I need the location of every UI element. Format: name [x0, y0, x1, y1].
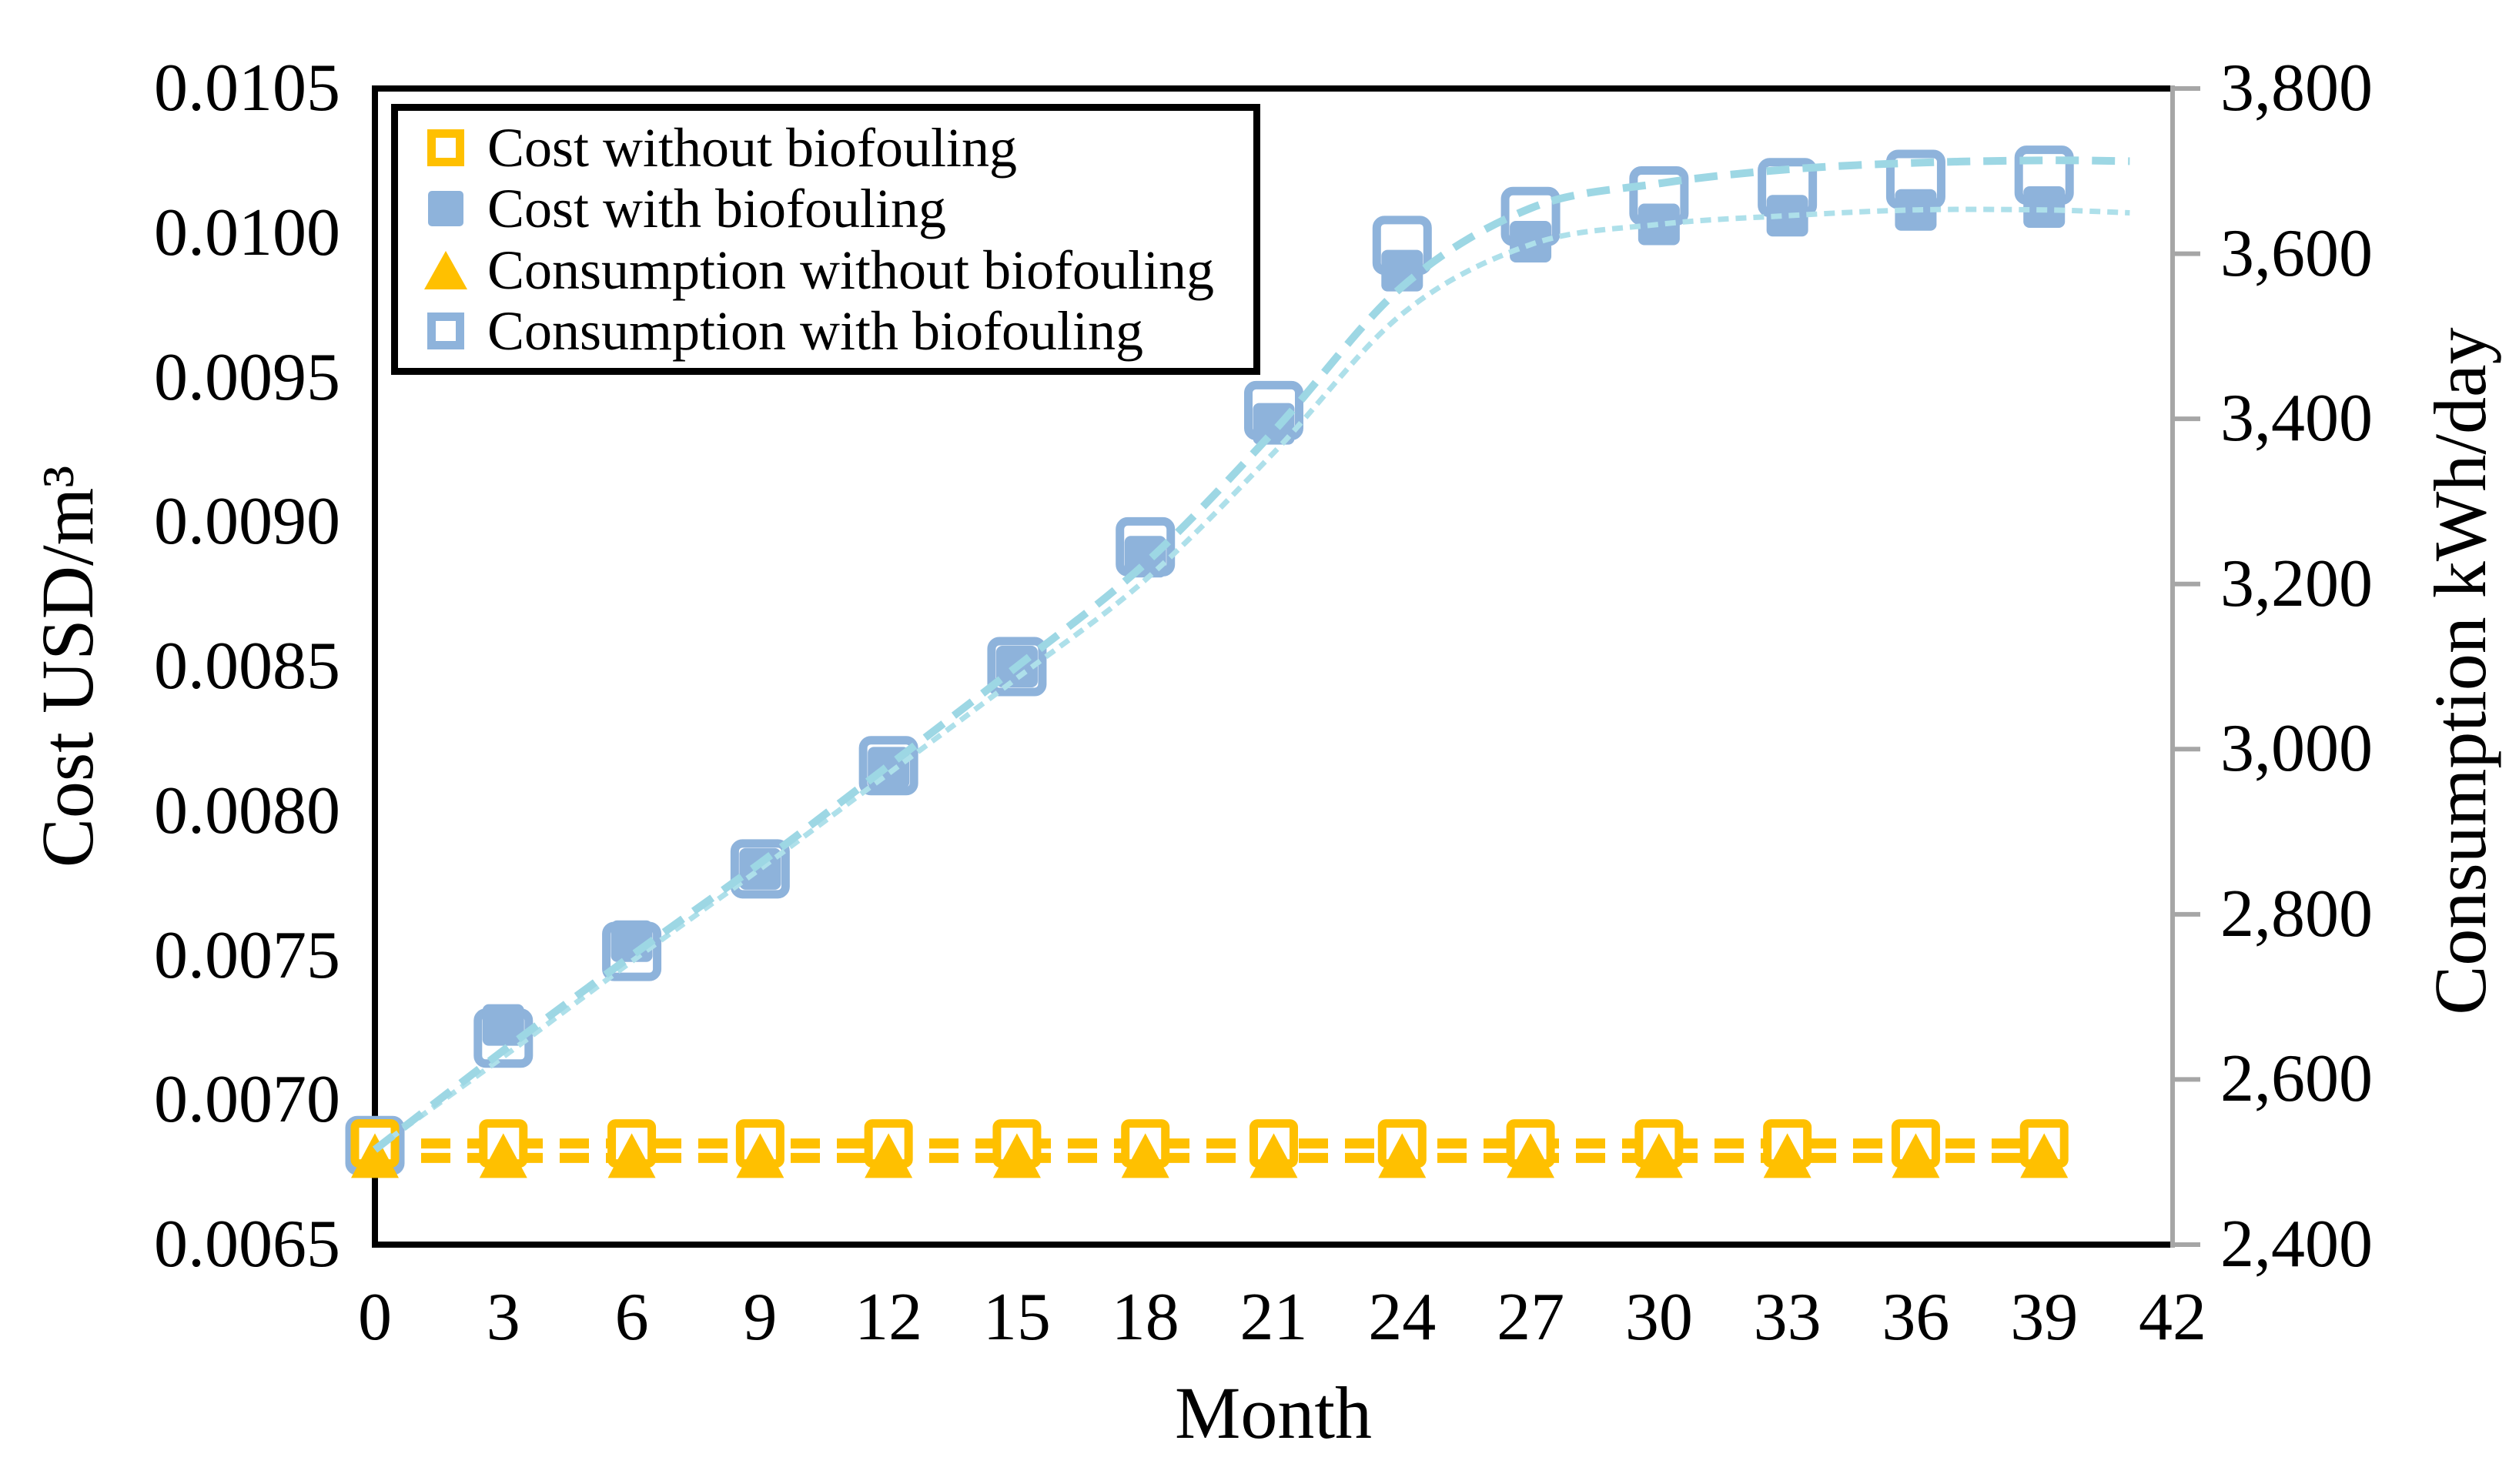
legend-item-cost-with-biofouling: Cost with biofouling [424, 179, 1246, 238]
x-tick-label: 42 [2139, 1280, 2206, 1355]
marker-consumption-without-biofouling [992, 1133, 1041, 1178]
marker-consumption-without-biofouling [607, 1133, 656, 1178]
right-tick-label: 2,800 [2220, 876, 2373, 951]
marker-cost-with-biofouling [1253, 403, 1295, 445]
marker-consumption-without-biofouling [1121, 1133, 1169, 1178]
marker-cost-with-biofouling [1638, 203, 1680, 246]
marker-cost-with-biofouling [2023, 186, 2066, 228]
legend-label: Consumption with biofouling [487, 300, 1144, 363]
left-tick-label: 0.0065 [154, 1207, 340, 1282]
marker-consumption-without-biofouling [2020, 1133, 2069, 1178]
right-tick-label: 2,600 [2220, 1041, 2373, 1117]
trendline-cost-with-biofouling [373, 206, 2130, 1151]
left-tick-label: 0.0075 [154, 917, 340, 993]
marker-consumption-without-biofouling [865, 1133, 913, 1178]
trendline-consumption-with-biofouling [372, 156, 2130, 1153]
left-tick-label: 0.0080 [154, 773, 340, 848]
filled-triangle-yellow-icon [424, 250, 467, 289]
marker-cost-with-biofouling [1510, 221, 1552, 263]
x-tick-label: 0 [358, 1280, 392, 1355]
marker-cost-with-biofouling [1766, 195, 1808, 237]
x-tick-label: 15 [982, 1280, 1051, 1355]
marker-consumption-without-biofouling [1249, 1133, 1298, 1178]
left-tick-label: 0.0105 [154, 51, 340, 125]
left-tick-label: 0.0095 [154, 339, 340, 415]
x-tick-label: 24 [1368, 1280, 1437, 1355]
left-tick-label: 0.0090 [154, 484, 340, 560]
legend-label: Consumption without biofouling [487, 239, 1215, 301]
legend-item-cost-without-biofouling: Cost without biofouling [424, 119, 1246, 177]
x-tick-label: 39 [2010, 1280, 2079, 1355]
open-square-blue-icon [427, 313, 464, 350]
x-tick-label: 27 [1497, 1280, 1565, 1355]
x-axis-title: Month [1174, 1372, 1373, 1454]
x-tick-label: 36 [1882, 1280, 1950, 1355]
x-tick-label: 33 [1753, 1280, 1822, 1355]
x-tick-label: 12 [855, 1280, 923, 1355]
x-tick-label: 9 [743, 1280, 778, 1355]
x-tick-label: 3 [486, 1280, 520, 1355]
right-tick-label: 2,400 [2220, 1207, 2373, 1282]
legend-label: Cost with biofouling [487, 178, 947, 240]
filled-square-blue-icon [428, 191, 463, 227]
left-tick-label: 0.0100 [154, 195, 340, 270]
marker-consumption-without-biofouling [1507, 1133, 1555, 1178]
right-tick-label: 3,400 [2220, 381, 2373, 456]
legend: Cost without biofouling Cost with biofou… [391, 104, 1260, 375]
marker-cost-with-biofouling [482, 1004, 524, 1046]
x-tick-label: 18 [1111, 1280, 1179, 1355]
marker-consumption-without-biofouling [351, 1133, 399, 1178]
marker-consumption-without-biofouling [1763, 1133, 1811, 1178]
left-tick-label: 0.0085 [154, 629, 340, 704]
legend-label: Cost without biofouling [487, 116, 1018, 179]
right-tick-label: 3,600 [2220, 216, 2373, 291]
open-square-yellow-icon [427, 129, 464, 166]
legend-item-consumption-with-biofouling: Consumption with biofouling [424, 302, 1246, 360]
marker-cost-with-biofouling [739, 847, 781, 890]
right-tick-label: 3,800 [2220, 51, 2373, 125]
legend-item-consumption-without-biofouling: Consumption without biofouling [424, 241, 1246, 299]
x-tick-label: 6 [614, 1280, 649, 1355]
marker-consumption-without-biofouling [1634, 1133, 1683, 1178]
x-tick-label: 30 [1624, 1280, 1693, 1355]
x-tick-label: 21 [1239, 1280, 1308, 1355]
right-tick-label: 3,200 [2220, 546, 2373, 621]
marker-consumption-without-biofouling [736, 1133, 784, 1178]
left-tick-label: 0.0070 [154, 1062, 340, 1138]
right-tick-label: 3,000 [2220, 711, 2373, 787]
marker-consumption-without-biofouling [1378, 1133, 1427, 1178]
marker-consumption-without-biofouling [479, 1133, 527, 1178]
marker-consumption-without-biofouling [1892, 1133, 1940, 1178]
